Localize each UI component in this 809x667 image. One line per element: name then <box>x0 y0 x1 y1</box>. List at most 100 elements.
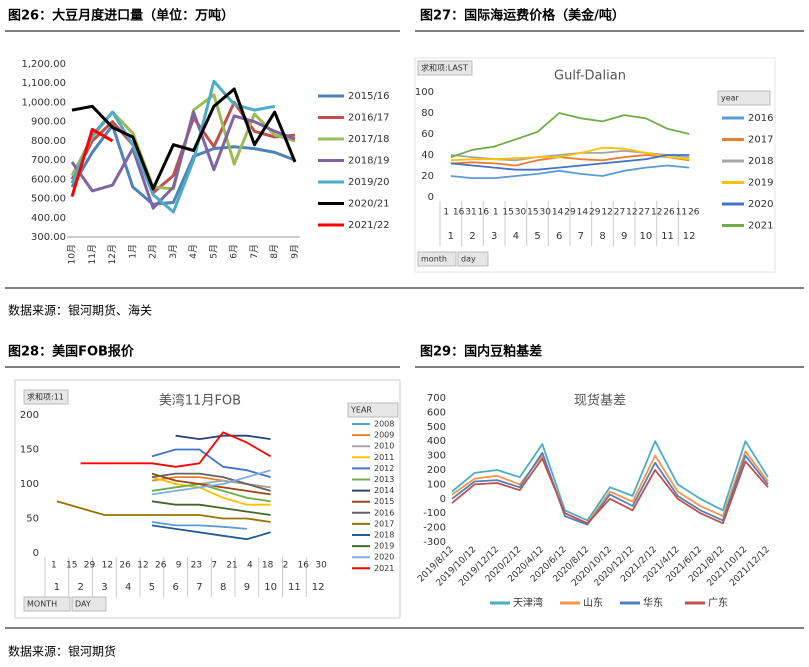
x-tick-label: 12 <box>683 231 696 242</box>
day-tick-label: 21 <box>226 561 237 571</box>
x-tick-label: 3 <box>491 231 497 242</box>
series-line <box>450 154 690 171</box>
source: 数据来源：银河期货、海关 <box>8 303 152 318</box>
x-tick-label: 3月 <box>168 244 179 259</box>
legend-label: 2010 <box>374 442 394 451</box>
chart-caption: 图27：国际海运费价格（美金/吨） <box>420 8 625 24</box>
chart-title: 美湾11月FOB <box>159 393 241 409</box>
y-tick-label: 200 <box>20 410 39 421</box>
series-line <box>175 434 271 440</box>
field-button <box>717 90 771 106</box>
series-line <box>80 431 272 468</box>
legend-label: 2015/16 <box>348 91 390 102</box>
x-tick-label: 2月 <box>148 244 159 259</box>
legend-label: 2017 <box>374 519 394 528</box>
day-tick-label: 1 <box>51 561 57 571</box>
day-tick-label: 26 <box>155 561 167 571</box>
series-line <box>70 124 296 206</box>
field-button <box>417 251 457 267</box>
field-button <box>347 402 399 418</box>
x-tick-label: 4 <box>125 582 131 593</box>
day-tick-label: 26 <box>688 208 700 218</box>
legend-label: 2014 <box>374 486 394 495</box>
y-tick-label: 1,000.00 <box>21 97 66 108</box>
day-tick-label: 31 <box>465 208 476 218</box>
legend-label: 2018 <box>748 156 773 167</box>
series-line <box>451 450 769 525</box>
x-tick-label: 8 <box>220 582 226 593</box>
y-tick-label: 700 <box>427 393 446 404</box>
day-tick-label: 16 <box>453 208 465 218</box>
y-tick-label: 40 <box>421 150 434 161</box>
series-line <box>151 483 271 503</box>
y-tick-label: 60 <box>421 129 434 140</box>
x-tick-label: 6月 <box>229 244 240 259</box>
legend-label: 2015 <box>374 497 394 506</box>
x-tick-label: 7 <box>578 231 584 242</box>
y-tick-label: 300.00 <box>31 232 66 243</box>
x-tick-label: 4月 <box>188 244 199 259</box>
x-tick-label: 11 <box>288 582 301 593</box>
day-tick-label: 7 <box>211 561 217 571</box>
day-tick-label: 9 <box>176 561 182 571</box>
y-tick-label: 100 <box>20 479 39 490</box>
x-tick-label: 11 <box>661 231 674 242</box>
day-tick-label: 29 <box>589 208 601 218</box>
series-line <box>450 164 690 179</box>
field-button-label: 求和项:LAST <box>421 63 468 73</box>
y-tick-label: 600 <box>427 407 446 418</box>
day-tick-label: 29 <box>564 208 576 218</box>
source: 数据来源：银河期货 <box>8 644 116 659</box>
day-tick-label: 1 <box>493 208 499 218</box>
legend-label: 2020/21 <box>348 199 390 210</box>
y-tick-label: 800.00 <box>31 136 66 147</box>
y-tick-label: 200 <box>427 465 446 476</box>
x-tick-label: 5 <box>534 231 540 242</box>
day-tick-label: 12 <box>601 208 612 218</box>
field-button-label: YEAR <box>350 406 372 415</box>
field-button-label: MONTH <box>27 600 57 609</box>
field-button-label: 求和项:11 <box>27 392 64 402</box>
y-tick-label: 1,100.00 <box>21 78 66 89</box>
x-tick-label: 8 <box>599 231 605 242</box>
y-tick-label: 100 <box>427 479 446 490</box>
x-tick-label: 9 <box>621 231 627 242</box>
y-tick-label: 400 <box>427 436 446 447</box>
y-tick-label: 150 <box>20 445 39 456</box>
field-button-label: month <box>421 255 447 264</box>
y-tick-label: 0 <box>33 548 39 559</box>
day-tick-label: 12 <box>137 561 148 571</box>
x-tick-label: 2 <box>469 231 475 242</box>
field-button <box>23 389 69 405</box>
series-line <box>70 127 114 198</box>
series-line <box>450 112 690 158</box>
x-tick-label: 9月 <box>290 244 301 259</box>
x-tick-label: 2 <box>77 582 83 593</box>
chart-caption: 图26：大豆月度进口量（单位：万吨） <box>8 8 234 24</box>
field-button <box>457 251 489 267</box>
legend-label: 天津湾 <box>513 596 543 609</box>
legend-label: 华东 <box>643 596 663 609</box>
y-tick-label: 1,200.00 <box>21 59 66 70</box>
x-tick-label: 7 <box>196 582 202 593</box>
series-line <box>451 457 769 525</box>
series-line <box>151 469 271 496</box>
series-line <box>56 500 271 523</box>
legend-label: 2016 <box>748 113 773 124</box>
day-tick-label: 12 <box>651 208 662 218</box>
y-tick-label: 400.00 <box>31 213 66 224</box>
day-tick-label: 16 <box>478 208 490 218</box>
day-tick-label: 27 <box>614 208 625 218</box>
y-tick-label: 500 <box>427 422 446 433</box>
series-line <box>70 110 296 210</box>
field-button-label: DAY <box>75 600 91 609</box>
legend-label: 2018 <box>374 531 394 540</box>
legend-label: 广东 <box>708 596 728 609</box>
day-tick-label: 4 <box>247 561 253 571</box>
x-tick-label: 8月 <box>269 244 280 259</box>
x-tick-label: 7月 <box>249 244 260 259</box>
legend-label: 2020 <box>374 553 394 562</box>
series-line <box>451 440 769 522</box>
y-tick-label: -100 <box>423 508 446 519</box>
